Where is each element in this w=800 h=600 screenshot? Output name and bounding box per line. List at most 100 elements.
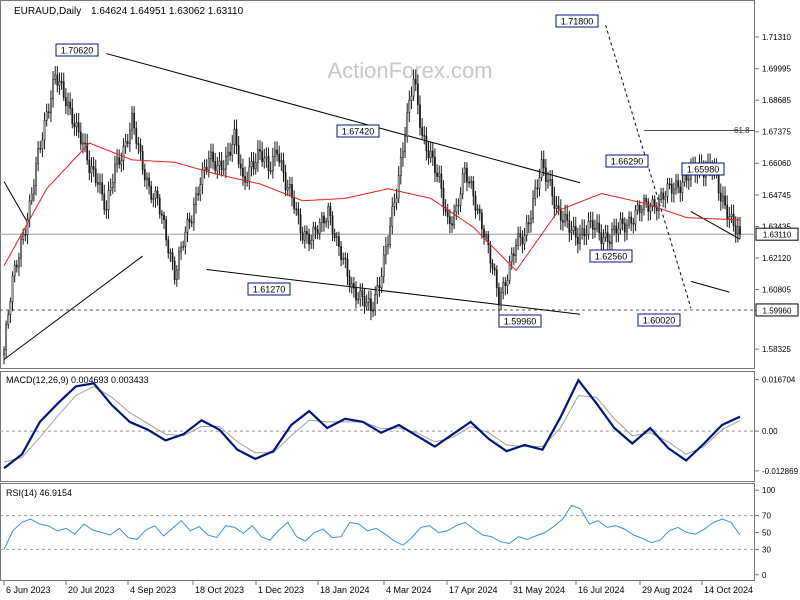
candle — [504, 276, 507, 296]
candle-body — [94, 168, 97, 183]
annotation-text: 1.67420 — [342, 127, 375, 137]
candle — [214, 152, 217, 175]
candle — [502, 277, 505, 300]
candle-body — [7, 314, 10, 325]
candle — [333, 228, 336, 242]
candle — [329, 202, 332, 226]
candle-body — [544, 167, 547, 182]
candle-body — [306, 231, 308, 235]
candle — [131, 106, 133, 140]
candle — [739, 216, 741, 240]
candle-body — [608, 241, 611, 244]
candle — [493, 263, 496, 276]
candle-body — [623, 223, 626, 233]
candle-body — [425, 135, 428, 152]
candle — [154, 186, 157, 208]
candle-body — [269, 170, 272, 172]
candle — [248, 157, 251, 190]
candle — [470, 175, 473, 189]
candle-body — [570, 230, 573, 233]
candle-body — [254, 162, 257, 170]
annotation-box — [55, 43, 99, 57]
candle — [114, 155, 116, 192]
candle-body — [662, 192, 665, 200]
candle-body — [446, 211, 449, 218]
price-axis: 1.583251.599301.608051.621201.634351.647… — [755, 33, 791, 354]
candle — [37, 141, 40, 172]
candle — [534, 179, 537, 206]
candle — [20, 233, 22, 268]
candle — [274, 141, 276, 167]
candle-body — [506, 280, 509, 287]
candle — [52, 70, 54, 108]
candle-body — [62, 81, 65, 98]
annotation-text: 1.71800 — [561, 17, 594, 27]
candle-body — [457, 204, 460, 207]
candle — [18, 252, 20, 277]
rsi-tick-label: 50 — [762, 529, 771, 538]
macd-label: MACD(12,26,9) 0.004693 0.003433 — [6, 375, 149, 385]
candle-body — [542, 159, 545, 169]
date-tick-label: 6 Jun 2023 — [6, 585, 51, 595]
candle — [216, 156, 219, 179]
candle — [387, 235, 389, 255]
candle — [466, 162, 468, 192]
candle-body — [668, 183, 671, 186]
candle-body — [638, 204, 641, 213]
candle-body — [564, 214, 566, 223]
candle-body — [585, 234, 588, 237]
candle — [306, 225, 308, 244]
candle — [566, 204, 569, 228]
candle-body — [566, 214, 569, 221]
candle-body — [410, 95, 413, 101]
candle — [288, 176, 291, 197]
candle-body — [365, 302, 368, 307]
candle — [192, 197, 195, 231]
candle — [600, 224, 603, 254]
candle — [254, 153, 257, 175]
candle — [295, 202, 298, 217]
candle-body — [683, 174, 686, 183]
candle-body — [613, 225, 616, 231]
candle-body — [568, 220, 571, 233]
candle — [182, 240, 185, 251]
candle — [380, 267, 383, 294]
candle — [314, 222, 317, 240]
candle — [250, 152, 253, 177]
candle-body — [397, 175, 400, 199]
candle-body — [199, 184, 202, 196]
candle — [634, 204, 637, 232]
candle — [653, 195, 656, 214]
candle-body — [69, 101, 72, 109]
candle-body — [261, 150, 264, 162]
candle-body — [521, 237, 524, 245]
candle — [579, 224, 581, 251]
candle-body — [455, 205, 458, 212]
candle-body — [442, 188, 445, 208]
candle-body — [135, 127, 138, 144]
candle-body — [359, 290, 362, 300]
candle-body — [677, 180, 680, 188]
candle — [591, 211, 594, 239]
candle — [495, 265, 498, 297]
candle — [440, 165, 443, 198]
candle — [64, 88, 67, 114]
annotation-box — [589, 249, 633, 263]
candle — [506, 274, 509, 294]
candle-body — [724, 195, 726, 206]
candle — [446, 203, 449, 225]
candle — [630, 211, 633, 232]
candle-body — [480, 212, 483, 230]
candle-body — [227, 151, 229, 157]
candle — [570, 221, 573, 241]
candle-body — [363, 296, 366, 307]
candle — [310, 234, 313, 250]
price-tick-label: 1.71310 — [762, 33, 791, 42]
candle-body — [342, 257, 345, 260]
candle — [11, 271, 14, 312]
candle — [459, 187, 462, 212]
candle — [726, 195, 729, 228]
candle — [139, 138, 142, 161]
candle — [438, 165, 441, 183]
candle-body — [393, 202, 396, 207]
